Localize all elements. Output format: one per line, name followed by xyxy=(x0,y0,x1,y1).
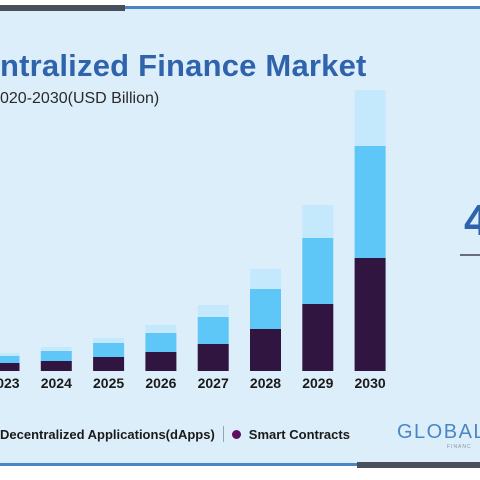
bar-segment-middle-2023 xyxy=(0,356,20,363)
bar-segment-middle-2025 xyxy=(93,343,125,357)
bar-segment-top-2030 xyxy=(354,90,386,146)
bar-segment-bottom-2024 xyxy=(40,361,72,371)
bottom-border xyxy=(0,463,480,466)
legend-dot-smart-contracts xyxy=(231,429,241,439)
x-tick-label-2026: 2026 xyxy=(145,375,176,391)
brand-logo-subtext: FINANC xyxy=(447,444,472,450)
x-tick-label-2025: 2025 xyxy=(93,375,124,391)
legend-label-dapps: Decentralized Applications(dApps) xyxy=(0,426,215,442)
legend-divider xyxy=(222,426,224,442)
bar-segment-top-2028 xyxy=(250,269,281,289)
legend-item-smart-contracts: Smart Contracts xyxy=(231,426,350,442)
bar-segment-bottom-2025 xyxy=(93,357,125,371)
bar-segment-bottom-2023 xyxy=(0,363,20,371)
x-tick-label-2027: 2027 xyxy=(198,375,229,391)
chart-title: ntralized Finance Market xyxy=(0,48,367,83)
top-border xyxy=(0,6,480,9)
x-tick-label-2029: 2029 xyxy=(302,375,333,391)
background-panel xyxy=(0,8,480,464)
bar-segment-top-2023 xyxy=(0,353,20,356)
bar-segment-top-2025 xyxy=(93,338,125,343)
bar-segment-top-2027 xyxy=(197,305,229,317)
x-tick-label-2030: 2030 xyxy=(355,375,386,391)
bar-segment-middle-2030 xyxy=(354,146,386,258)
highlight-divider xyxy=(460,254,480,256)
bar-segment-middle-2029 xyxy=(302,238,334,304)
bar-segment-middle-2027 xyxy=(197,317,229,344)
legend-item-dapps: Decentralized Applications(dApps) xyxy=(0,427,215,442)
bar-segment-bottom-2027 xyxy=(197,344,229,371)
bar-segment-middle-2026 xyxy=(145,333,177,352)
bar-segment-middle-2024 xyxy=(40,351,72,361)
legend-label-smart-contracts: Smart Contracts xyxy=(248,426,350,442)
top-border-accent xyxy=(0,5,125,11)
bar-segment-bottom-2028 xyxy=(250,329,281,371)
bar-segment-bottom-2029 xyxy=(302,304,334,371)
legend: Decentralized Applications(dApps) Smart … xyxy=(0,424,350,444)
x-tick-label-2024: 2024 xyxy=(41,375,72,391)
x-tick-label-2028: 2028 xyxy=(250,375,281,391)
bar-segment-bottom-2026 xyxy=(145,352,177,371)
bottom-border-accent xyxy=(357,462,480,468)
bar-segment-top-2029 xyxy=(302,205,334,238)
bar-segment-middle-2028 xyxy=(250,289,281,329)
highlight-value: 4 xyxy=(464,196,480,245)
bar-segment-top-2024 xyxy=(40,347,72,351)
bar-segment-top-2026 xyxy=(145,325,177,333)
brand-logo: GLOBAL xyxy=(397,421,480,443)
bar-segment-bottom-2030 xyxy=(354,258,386,371)
x-tick-label-2023: 2023 xyxy=(0,375,20,391)
chart-subtitle: 020-2030(USD Billion) xyxy=(0,90,160,107)
